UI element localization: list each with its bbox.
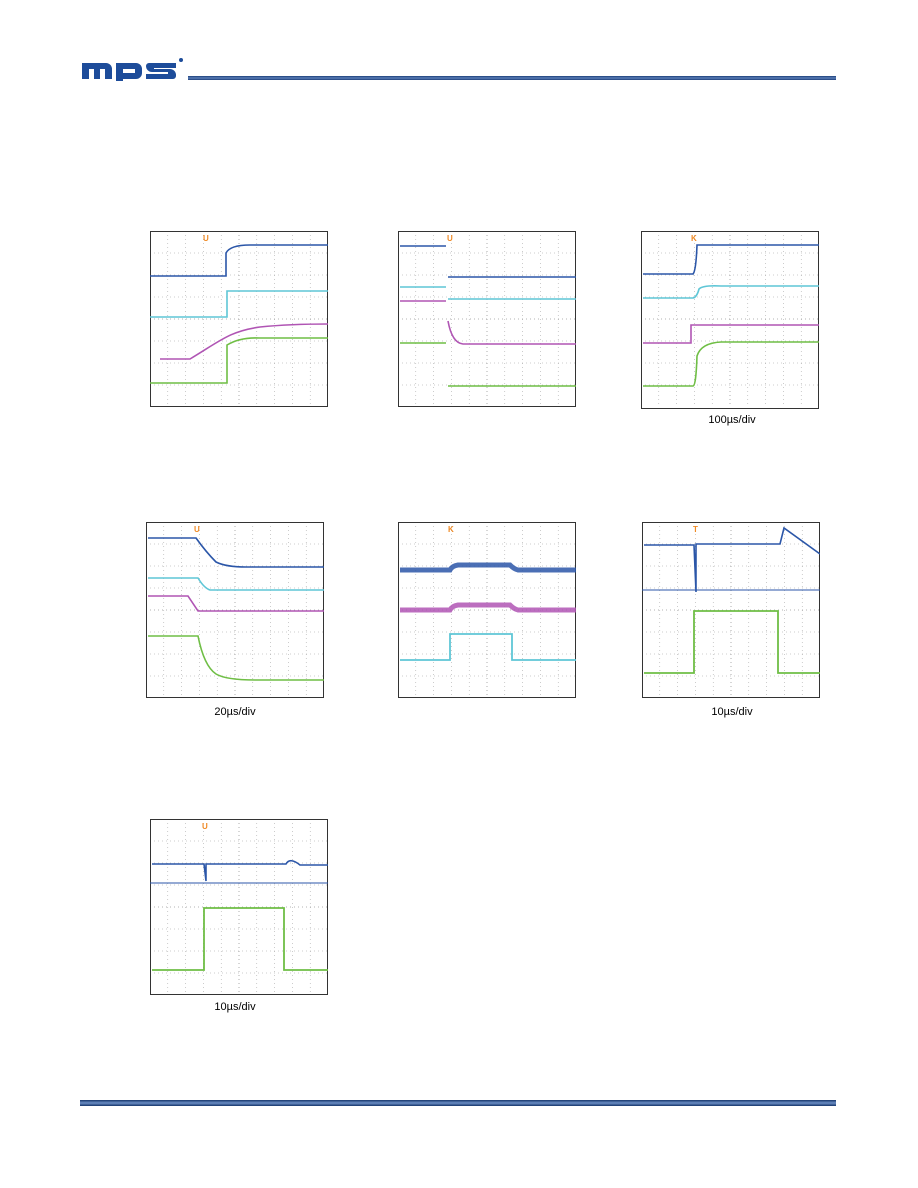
trace-ch2 [400,286,576,300]
trigger-marker: U [194,525,200,534]
scope-plot-7: U [150,819,328,995]
trace-ch1 [150,244,328,277]
footer-rule [80,1100,836,1106]
trigger-marker: K [691,234,697,243]
trigger-marker: U [447,234,453,243]
scope-plot-6: T [642,522,820,698]
trace-ch3 [400,300,576,345]
trace-ch1 [152,859,328,882]
trace-ch1 [643,244,819,275]
trace-ch1 [644,526,820,593]
scope-plot-5: K [398,522,576,698]
grid [150,231,328,407]
time-scale-caption-7: 10µs/div [214,1001,256,1013]
time-scale-caption-4: 20µs/div [214,706,256,718]
page-header [0,0,918,90]
trace-ch4 [644,610,820,674]
trace-ch3 [643,324,819,344]
scope-plot-2: U [398,231,576,407]
trace-ch4 [643,341,819,387]
header-rule [188,76,836,80]
trace-ch2 [150,290,328,318]
trace-ch3 [148,595,324,612]
time-scale-caption-6: 10µs/div [711,706,753,718]
trace-ch2 [643,285,819,299]
scope-plot-1: U 1 2 3 [150,231,328,407]
scope-plot-4: U [146,522,324,698]
trigger-marker: U [203,234,209,243]
trace-ch1 [400,245,576,278]
trigger-marker: T [693,525,698,534]
time-scale-caption-3: 100µs/div [708,414,756,426]
trace-ch3 [160,323,328,360]
trigger-marker: K [448,525,454,534]
trace-ch2 [148,577,324,591]
trace-ch1 [148,537,324,568]
trace-ch4 [148,635,324,681]
trace-ch4 [150,337,328,384]
trace-ch2 [400,633,576,661]
mps-logo [82,58,183,81]
trace-ch3 [400,602,576,613]
trace-ch4 [400,342,576,387]
scope-plot-3: K [641,231,819,409]
trace-ch4 [152,907,328,971]
trace-ch1 [400,562,576,573]
trigger-marker: U [202,822,208,831]
